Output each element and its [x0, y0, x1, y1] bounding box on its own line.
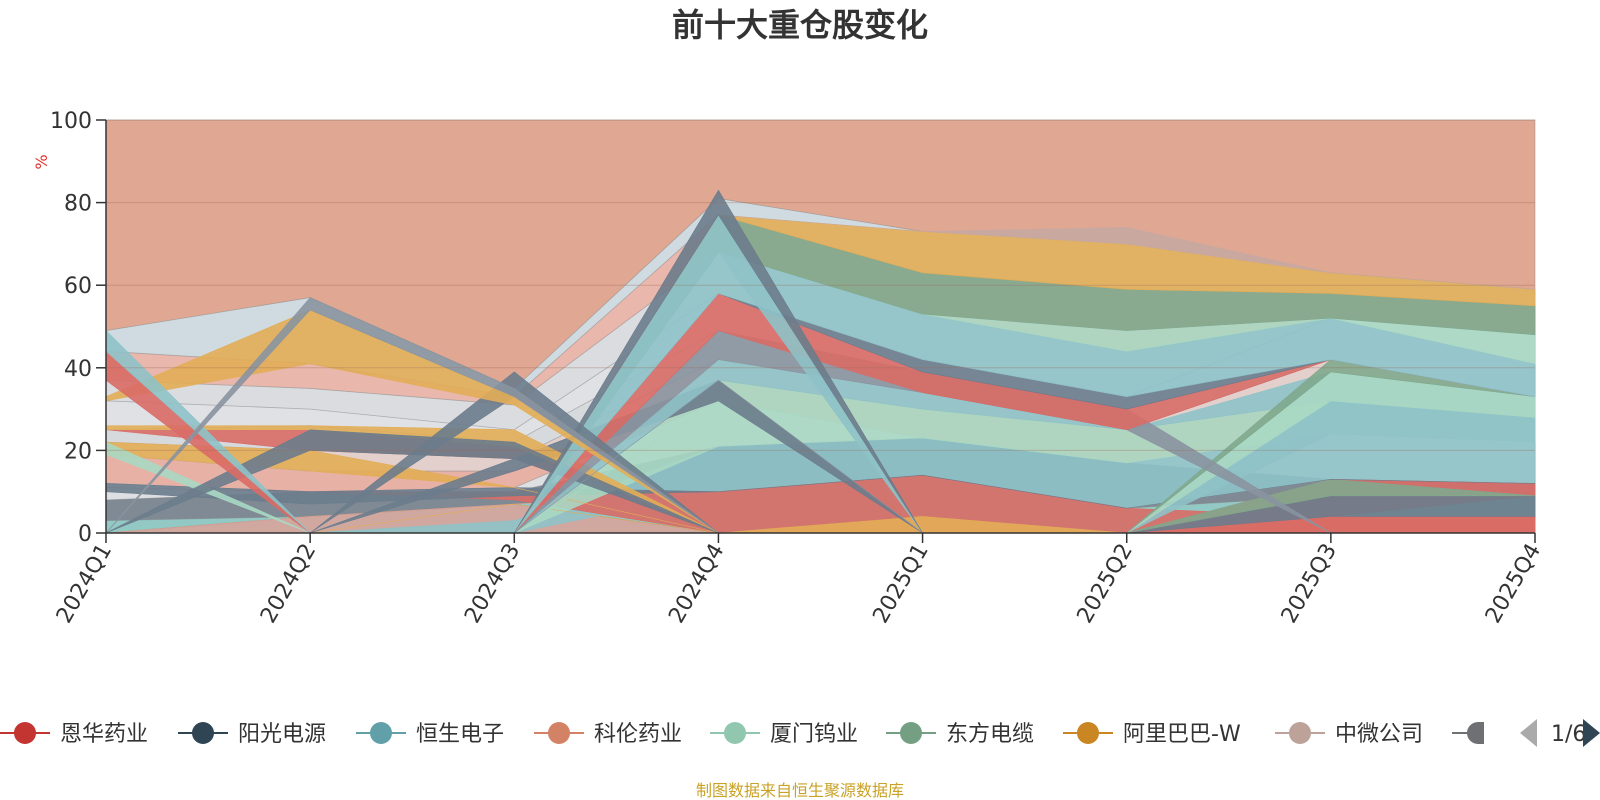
legend-label: 阳光电源	[238, 722, 326, 747]
legend-item[interactable]: 恩华药业	[0, 722, 148, 747]
x-tick-label: 2024Q1	[52, 540, 117, 628]
x-tick-label: 2024Q4	[664, 540, 729, 628]
chart-title: 前十大重仓股变化	[672, 6, 928, 44]
y-tick-label: 100	[50, 109, 92, 134]
legend-label: 中微公司	[1335, 722, 1423, 747]
legend-page-indicator: 1/6	[1551, 722, 1586, 747]
holding-stream-34	[105, 297, 1535, 534]
legend-marker-icon	[1467, 722, 1484, 744]
y-axis-unit: %	[32, 154, 51, 169]
legend-marker-icon	[1077, 722, 1099, 744]
holding-stream-35	[106, 379, 1535, 534]
legend[interactable]: 恩华药业 阳光电源 恒生电子 科伦药业 厦门钨业 东方电缆 阿里巴巴-W 中微公司 1/6	[0, 719, 1600, 747]
legend-next-page-icon[interactable]	[1583, 719, 1600, 747]
x-tick-label: 2025Q4	[1481, 540, 1546, 628]
legend-marker-icon	[14, 722, 36, 744]
y-tick-label: 40	[64, 357, 92, 382]
data-source-note: 制图数据来自恒生聚源数据库	[696, 781, 904, 800]
legend-item[interactable]: 恒生电子	[356, 722, 504, 747]
y-tick-label: 20	[64, 439, 92, 464]
legend-item[interactable]: 科伦药业	[534, 722, 682, 747]
legend-marker-icon	[370, 722, 392, 744]
holding-stream-9	[106, 503, 1535, 534]
x-tick-label: 2025Q1	[868, 540, 933, 628]
legend-prev-page-icon[interactable]	[1520, 719, 1537, 747]
legend-item[interactable]	[1452, 722, 1484, 744]
y-tick-label: 60	[64, 274, 92, 299]
legend-marker-icon	[192, 722, 214, 744]
legend-item[interactable]: 东方电缆	[886, 722, 1034, 747]
legend-item[interactable]: 阳光电源	[178, 722, 326, 747]
plot-area	[105, 119, 1536, 534]
legend-marker-icon	[724, 722, 746, 744]
x-tick-label: 2024Q3	[460, 540, 525, 628]
legend-marker-icon	[548, 722, 570, 744]
legend-marker-icon	[900, 722, 922, 744]
x-tick-label: 2025Q3	[1277, 540, 1342, 628]
legend-label: 东方电缆	[946, 722, 1034, 747]
legend-label: 恩华药业	[60, 722, 148, 747]
y-tick-label: 80	[64, 192, 92, 217]
x-tick-label: 2025Q2	[1073, 540, 1138, 628]
legend-label: 科伦药业	[594, 722, 682, 747]
y-tick-label: 0	[78, 522, 92, 547]
legend-marker-icon	[1289, 722, 1311, 744]
legend-label: 厦门钨业	[770, 722, 858, 747]
x-tick-label: 2024Q2	[256, 540, 321, 628]
legend-item[interactable]: 厦门钨业	[710, 722, 858, 747]
legend-item[interactable]: 中微公司	[1275, 722, 1423, 747]
legend-item[interactable]: 阿里巴巴-W	[1063, 722, 1241, 747]
legend-label: 恒生电子	[416, 722, 504, 747]
legend-label: 阿里巴巴-W	[1123, 722, 1241, 747]
